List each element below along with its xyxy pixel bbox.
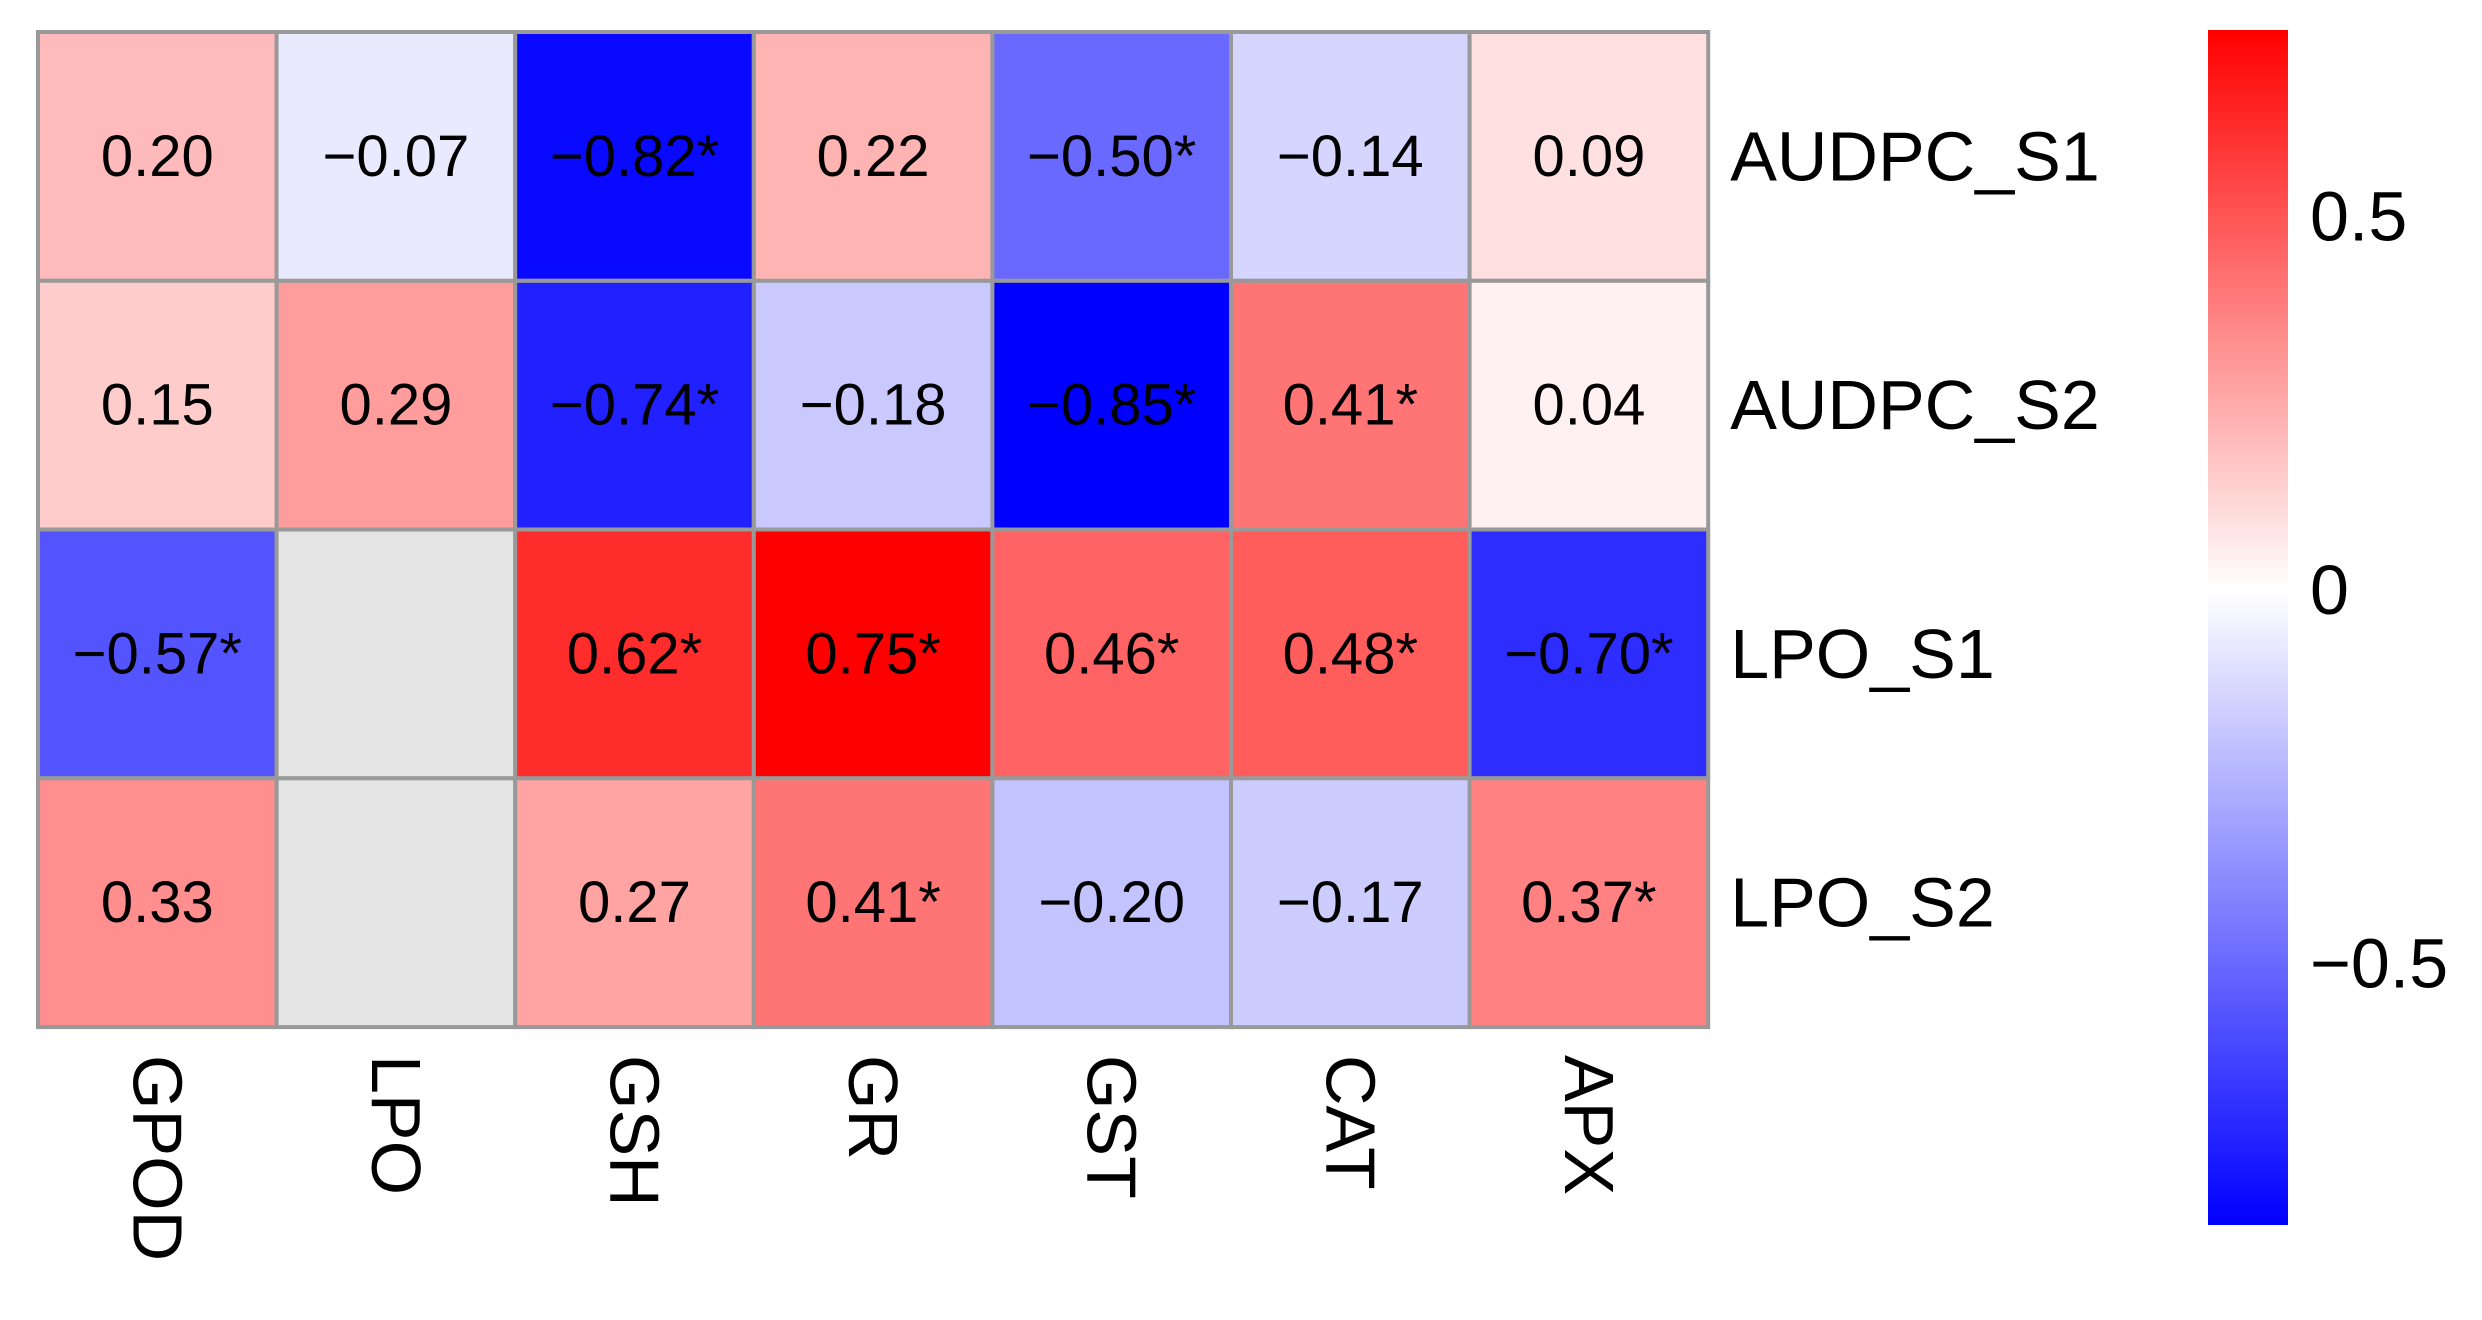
heatmap-cell-LPO_S1-GST [990,527,1234,781]
cell-value-label: 0.27 [578,870,691,935]
cell-value-label: −0.17 [1277,870,1424,935]
heatmap-cell-LPO_S1-CAT [1229,527,1472,781]
heatmap-cell-AUDPC_S2-GPOD [36,278,279,532]
cell-value-label: −0.20 [1038,870,1185,935]
cell-value-label: −0.74* [550,373,719,438]
colorbar-tick-label: −0.5 [2310,925,2448,1003]
cell-value-label: 0.62* [567,621,702,686]
cell-value-label: 0.22 [817,124,930,189]
cell-value-label: 0.15 [101,373,214,438]
column-label: GPOD [118,1055,196,1261]
column-label: GR [834,1055,912,1160]
row-label: LPO_S2 [1730,864,1995,942]
heatmap-cell-AUDPC_S1-CAT [1229,30,1472,283]
heatmap-cell-AUDPC_S2-GST [990,278,1234,532]
heatmap-cell-LPO_S1-GSH [513,527,756,781]
heatmap-cell-LPO_S2-LPO [274,776,518,1030]
column-label: APX [1550,1055,1628,1195]
column-label: LPO [357,1055,435,1195]
cell-value-label: 0.04 [1532,373,1645,438]
cell-value-label: −0.57* [73,621,242,686]
heatmap-cell-labels: 0.20 −0.07 −0.82* 0.22 −0.50* −0.14 0.09 0.15 0.… [73,124,1674,935]
cell-value-label: −0.82* [550,124,719,189]
colorbar-tick-label: 0 [2310,551,2349,629]
heatmap-cells [36,30,1711,1030]
heatmap-cell-LPO_S2-CAT [1229,776,1472,1030]
heatmap-cell-LPO_S2-GPOD [36,776,279,1030]
column-label: GSH [596,1055,674,1207]
column-label: GST [1073,1055,1151,1199]
cell-value-label: 0.46* [1044,621,1179,686]
cell-value-label: 0.29 [339,373,452,438]
cell-value-label: 0.09 [1532,124,1645,189]
cell-value-label: 0.20 [101,124,214,189]
colorbar-tick-label: 0.5 [2310,178,2407,256]
column-label: CAT [1311,1055,1389,1190]
cell-value-label: −0.18 [800,373,947,438]
row-labels: AUDPC_S1 AUDPC_S2 LPO_S1 LPO_S2 [1730,117,2100,941]
colorbar [2208,30,2288,1225]
heatmap-cell-LPO_S1-LPO [274,527,518,781]
heatmap-cell-LPO_S2-GR [751,776,995,1030]
heatmap-cell-AUDPC_S2-APX [1467,278,1711,532]
column-labels: GPOD LPO GSH GR GST CAT APX [118,1055,1628,1261]
row-label: LPO_S1 [1730,615,1995,693]
cell-value-label: −0.85* [1027,373,1196,438]
cell-value-label: −0.50* [1027,124,1196,189]
cell-value-label: −0.14 [1277,124,1424,189]
heatmap-cell-AUDPC_S1-LPO [274,30,518,283]
heatmap-cell-AUDPC_S2-GSH [513,278,756,532]
cell-value-label: 0.37* [1521,870,1656,935]
cell-value-label: 0.41* [1283,373,1418,438]
cell-value-label: −0.70* [1504,621,1673,686]
heatmap-cell-LPO_S1-GR [751,527,995,781]
cell-value-label: −0.07 [323,124,470,189]
colorbar-ticks: 0.5 0 −0.5 [2310,178,2448,1003]
heatmap-cell-AUDPC_S1-GSH [513,30,756,283]
cell-value-label: 0.48* [1283,621,1418,686]
heatmap-cell-AUDPC_S1-GPOD [36,30,279,283]
cell-value-label: 0.41* [805,870,940,935]
heatmap-cell-LPO_S2-APX [1467,776,1711,1030]
heatmap-cell-LPO_S1-APX [1467,527,1711,781]
cell-value-label: 0.75* [805,621,940,686]
row-label: AUDPC_S1 [1730,117,2100,195]
cell-value-label: 0.33 [101,870,214,935]
row-label: AUDPC_S2 [1730,366,2100,444]
